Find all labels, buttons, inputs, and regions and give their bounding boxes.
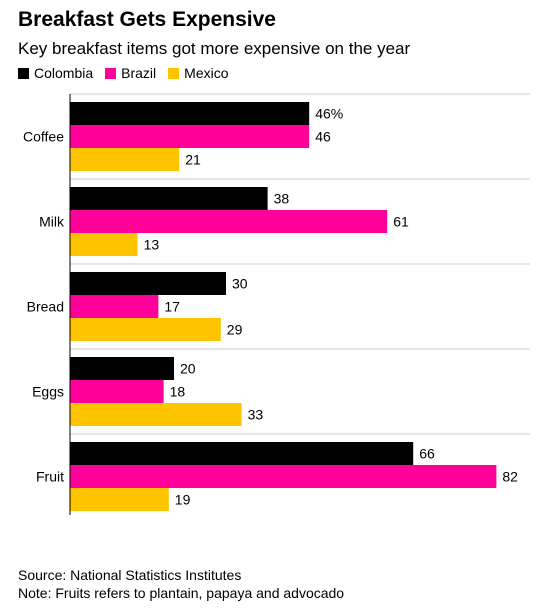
data-label-bread-brazil: 17 bbox=[164, 299, 180, 315]
bar-eggs-mexico bbox=[70, 403, 242, 426]
data-label-eggs-mexico: 33 bbox=[248, 407, 264, 423]
category-label-eggs: Eggs bbox=[32, 384, 64, 400]
legend-item-mexico: Mexico bbox=[168, 65, 229, 81]
data-label-bread-colombia: 30 bbox=[232, 276, 248, 292]
legend-swatch-brazil bbox=[105, 67, 117, 79]
legend-swatch-colombia bbox=[18, 67, 29, 79]
category-label-bread: Bread bbox=[27, 299, 64, 315]
chart-subtitle: Key breakfast items got more expensive o… bbox=[18, 39, 411, 58]
bar-fruit-mexico bbox=[70, 488, 169, 511]
data-label-milk-mexico: 13 bbox=[144, 237, 160, 253]
data-label-bread-mexico: 29 bbox=[227, 322, 243, 338]
data-label-coffee-mexico: 21 bbox=[185, 152, 201, 168]
bar-milk-colombia bbox=[70, 187, 268, 210]
bar-bread-colombia bbox=[70, 272, 226, 295]
bar-coffee-brazil bbox=[70, 125, 310, 148]
bar-eggs-colombia bbox=[70, 357, 174, 380]
bar-bread-brazil bbox=[70, 295, 159, 318]
legend-item-brazil: Brazil bbox=[105, 65, 156, 81]
data-label-milk-brazil: 61 bbox=[393, 214, 409, 230]
data-label-fruit-brazil: 82 bbox=[502, 469, 518, 485]
data-label-eggs-colombia: 20 bbox=[180, 361, 196, 377]
legend-item-colombia: Colombia bbox=[18, 65, 93, 81]
legend-swatch-mexico bbox=[168, 67, 180, 79]
bar-eggs-brazil bbox=[70, 380, 164, 403]
bar-coffee-colombia bbox=[70, 102, 310, 125]
data-label-eggs-brazil: 18 bbox=[170, 384, 186, 400]
bar-fruit-brazil bbox=[70, 465, 497, 488]
source-note: Source: National Statistics Institutes bbox=[18, 567, 242, 583]
bar-bread-mexico bbox=[70, 318, 221, 341]
data-label-milk-colombia: 38 bbox=[274, 191, 290, 207]
bar-coffee-mexico bbox=[70, 148, 180, 171]
category-label-coffee: Coffee bbox=[23, 129, 64, 145]
legend: Colombia Brazil Mexico bbox=[18, 65, 241, 81]
bar-milk-mexico bbox=[70, 233, 138, 256]
legend-label-brazil: Brazil bbox=[121, 65, 157, 81]
bar-chart-plot: Coffee 46% 46 21 Milk 38 61 13 Bread 30 17 29 Eggs 20… bbox=[23, 93, 530, 515]
footnote: Note: Fruits refers to plantain, papaya … bbox=[18, 585, 345, 601]
legend-label-mexico: Mexico bbox=[184, 65, 229, 81]
data-label-coffee-colombia: 46% bbox=[315, 106, 343, 122]
data-label-fruit-mexico: 19 bbox=[175, 492, 191, 508]
bar-fruit-colombia bbox=[70, 442, 414, 465]
data-label-fruit-colombia: 66 bbox=[419, 446, 435, 462]
category-label-milk: Milk bbox=[39, 214, 65, 230]
legend-label-colombia: Colombia bbox=[34, 65, 94, 81]
bar-milk-brazil bbox=[70, 210, 388, 233]
chart-title: Breakfast Gets Expensive bbox=[18, 8, 276, 31]
category-label-fruit: Fruit bbox=[36, 469, 64, 485]
data-label-coffee-brazil: 46 bbox=[315, 129, 331, 145]
